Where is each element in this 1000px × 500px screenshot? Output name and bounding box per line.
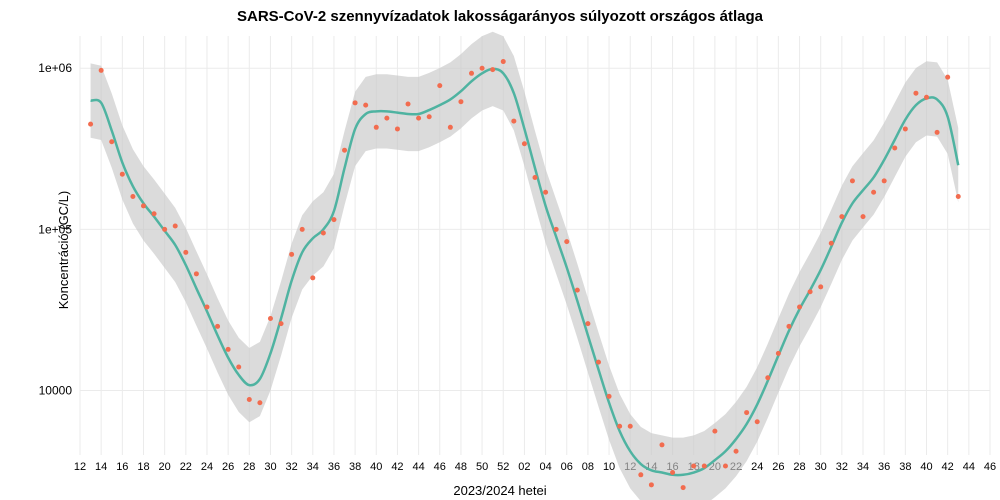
- svg-text:30: 30: [815, 461, 827, 473]
- chart-svg: 12 14 16 18 20 22 24 26 28 30 32 34 36 38 40 42 44 46 48 50…: [0, 0, 1000, 500]
- svg-text:1e+06: 1e+06: [38, 61, 72, 75]
- svg-text:40: 40: [920, 461, 932, 473]
- svg-text:24: 24: [751, 461, 763, 473]
- svg-text:02: 02: [518, 461, 530, 473]
- svg-text:28: 28: [793, 461, 805, 473]
- svg-text:48: 48: [455, 461, 467, 473]
- svg-text:30: 30: [264, 461, 276, 473]
- svg-text:34: 34: [307, 461, 319, 473]
- svg-text:28: 28: [243, 461, 255, 473]
- svg-text:10: 10: [603, 461, 615, 473]
- svg-text:24: 24: [201, 461, 213, 473]
- svg-text:26: 26: [772, 461, 784, 473]
- svg-text:44: 44: [412, 461, 424, 473]
- svg-text:10000: 10000: [39, 384, 73, 398]
- svg-text:08: 08: [582, 461, 594, 473]
- svg-text:12: 12: [74, 461, 86, 473]
- svg-text:26: 26: [222, 461, 234, 473]
- svg-text:1e+05: 1e+05: [38, 222, 72, 236]
- svg-text:52: 52: [497, 461, 509, 473]
- svg-text:14: 14: [95, 461, 107, 473]
- svg-text:46: 46: [984, 461, 996, 473]
- svg-text:36: 36: [328, 461, 340, 473]
- svg-text:06: 06: [561, 461, 573, 473]
- svg-text:36: 36: [878, 461, 890, 473]
- svg-text:42: 42: [391, 461, 403, 473]
- svg-text:46: 46: [434, 461, 446, 473]
- svg-text:18: 18: [137, 461, 149, 473]
- svg-text:32: 32: [836, 461, 848, 473]
- svg-text:32: 32: [286, 461, 298, 473]
- svg-text:34: 34: [857, 461, 869, 473]
- svg-text:04: 04: [539, 461, 551, 473]
- svg-text:38: 38: [349, 461, 361, 473]
- chart-container: SARS-CoV-2 szennyvízadatok lakosságarány…: [0, 0, 1000, 500]
- svg-text:40: 40: [370, 461, 382, 473]
- svg-text:16: 16: [116, 461, 128, 473]
- svg-text:42: 42: [942, 461, 954, 473]
- svg-text:38: 38: [899, 461, 911, 473]
- svg-text:20: 20: [159, 461, 171, 473]
- svg-text:50: 50: [476, 461, 488, 473]
- svg-text:44: 44: [963, 461, 975, 473]
- svg-text:22: 22: [180, 461, 192, 473]
